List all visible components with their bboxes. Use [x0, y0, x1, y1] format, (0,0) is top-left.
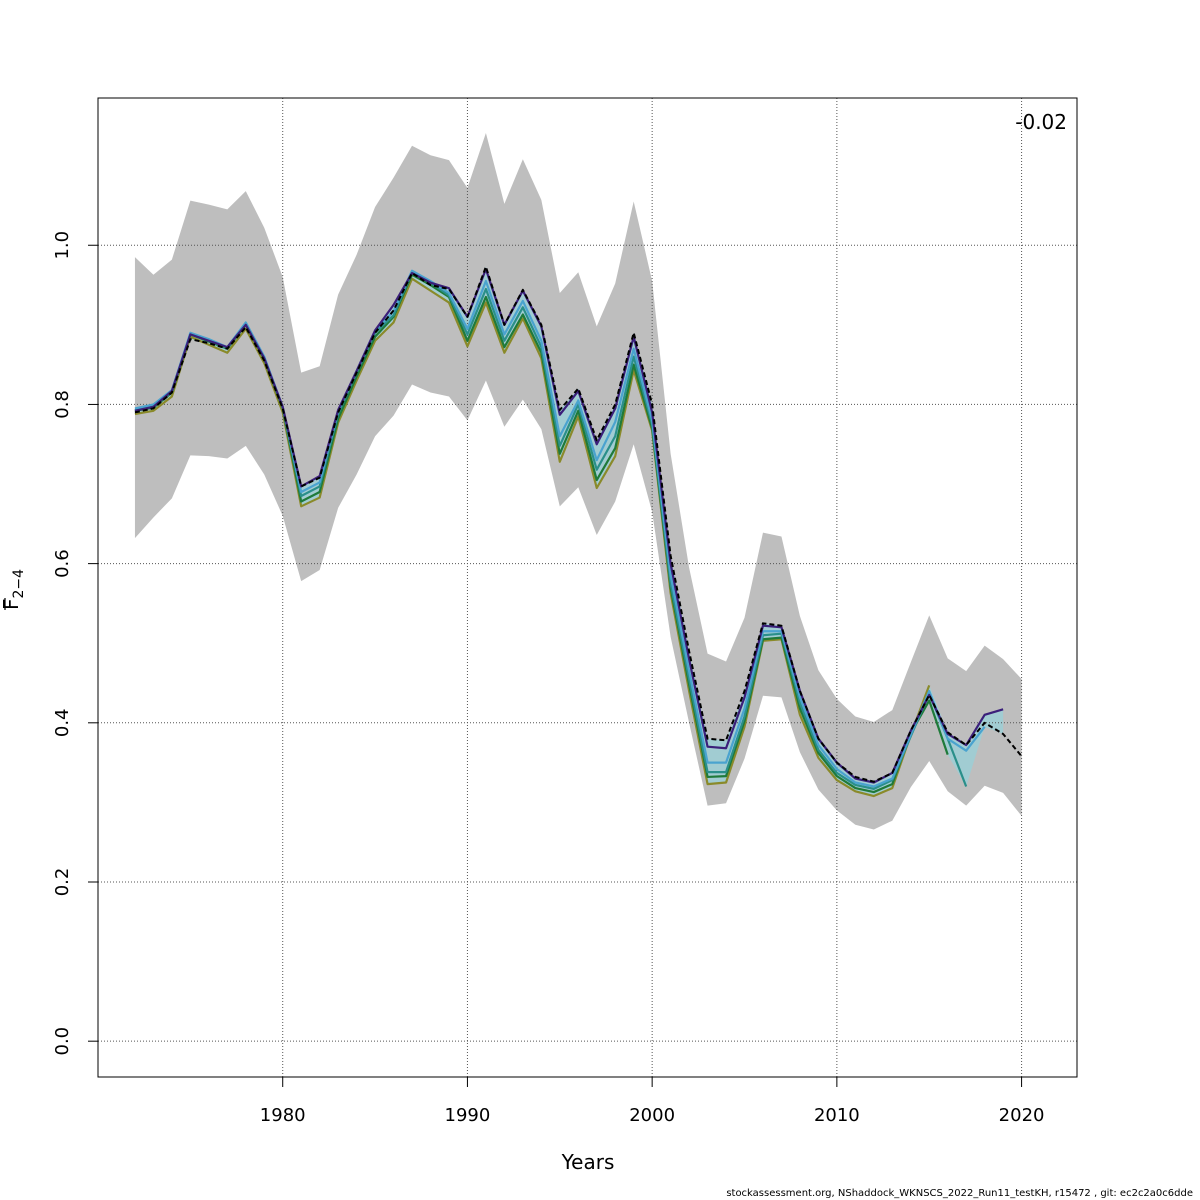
series-line-peel1 — [134, 268, 1004, 784]
x-axis-title: Years — [561, 1150, 615, 1174]
y-axis-title: F2−4 — [0, 569, 27, 610]
x-tick-label: 1980 — [260, 1105, 306, 1126]
x-tick-label: 1990 — [445, 1105, 491, 1126]
confidence-band — [134, 133, 1022, 830]
grid-lines — [98, 98, 1077, 1077]
y-tick-label: 0.0 — [52, 1027, 73, 1056]
series-line-peel5 — [134, 277, 931, 798]
series-lines — [134, 265, 1023, 798]
x-tick-label: 2020 — [999, 1105, 1045, 1126]
y-axis-title-group: F2−4 — [0, 569, 27, 610]
x-tick-label: 2000 — [629, 1105, 675, 1126]
mohn-rho-annotation: -0.02 — [1015, 110, 1067, 134]
y-axis-title-subscript: 2−4 — [11, 569, 27, 599]
x-axis: 1980 1990 2000 2010 2020 — [260, 1077, 1045, 1126]
y-tick-label: 1.0 — [52, 231, 73, 260]
plot-frame — [97, 97, 1078, 1078]
confidence-band-layer — [134, 133, 1022, 830]
y-tick-label: 0.2 — [52, 868, 73, 897]
y-axis: 0.0 0.2 0.4 0.6 0.8 1.0 — [52, 231, 98, 1056]
series-line-base — [134, 265, 1023, 783]
footer-credit: stockassessment.org, NShaddock_WKNSCS_20… — [726, 1188, 1193, 1199]
y-tick-label: 0.8 — [52, 390, 73, 419]
y-axis-title-main: F — [0, 598, 23, 610]
x-tick-label: 2010 — [814, 1105, 860, 1126]
y-tick-label: 0.6 — [52, 549, 73, 578]
y-tick-label: 0.4 — [52, 708, 73, 737]
